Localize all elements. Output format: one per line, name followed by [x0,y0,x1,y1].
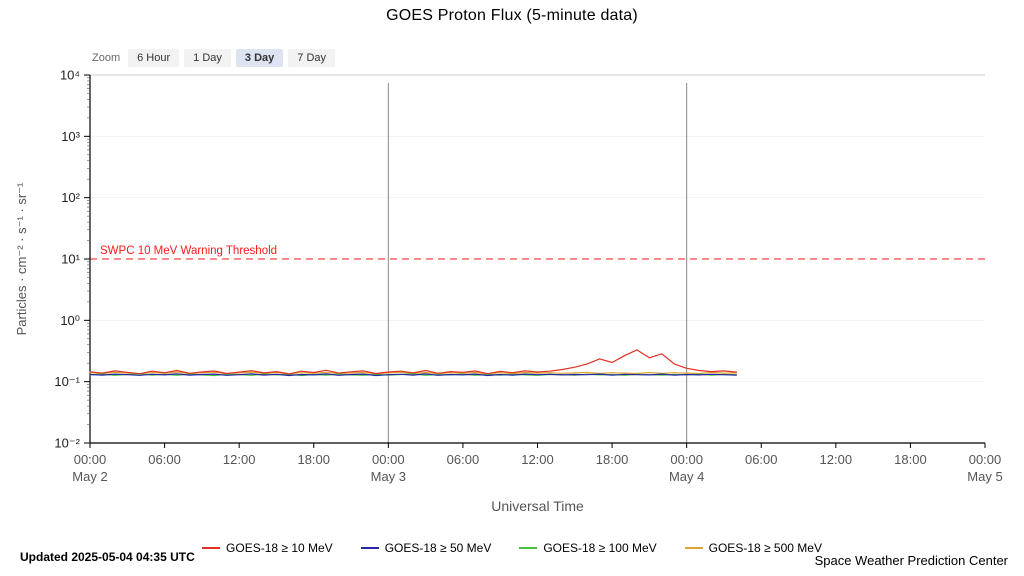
svg-text:10⁴: 10⁴ [60,68,80,83]
svg-text:12:00: 12:00 [521,452,554,467]
svg-text:00:00: 00:00 [969,452,1002,467]
svg-text:10⁻¹: 10⁻¹ [54,374,80,389]
svg-text:10⁻²: 10⁻² [54,436,80,451]
svg-text:06:00: 06:00 [745,452,778,467]
legend-label-10mev: GOES-18 ≥ 10 MeV [226,541,333,555]
zoom-button-3day[interactable]: 3 Day [235,49,284,67]
legend-item-ge-100mev[interactable]: GOES-18 ≥ 100 MeV [519,541,657,555]
svg-text:10¹: 10¹ [61,252,80,267]
svg-text:May 5: May 5 [967,469,1002,484]
zoom-button-7day[interactable]: 7 Day [288,49,336,67]
svg-text:18:00: 18:00 [596,452,629,467]
svg-text:12:00: 12:00 [820,452,853,467]
svg-text:00:00: 00:00 [74,452,107,467]
chart-legend: GOES-18 ≥ 10 MeV GOES-18 ≥ 50 MeV GOES-1… [0,541,1024,555]
legend-swatch-10mev [202,547,221,549]
svg-text:May 3: May 3 [371,469,406,484]
svg-text:00:00: 00:00 [372,452,405,467]
svg-text:10²: 10² [61,190,80,205]
legend-label-500mev: GOES-18 ≥ 500 MeV [708,541,822,555]
svg-text:Particles · cm⁻² · s⁻¹ · sr⁻¹: Particles · cm⁻² · s⁻¹ · sr⁻¹ [14,182,29,335]
legend-item-ge-50mev[interactable]: GOES-18 ≥ 50 MeV [360,541,492,555]
svg-text:18:00: 18:00 [894,452,927,467]
svg-text:May 4: May 4 [669,469,704,484]
svg-text:May 2: May 2 [72,469,107,484]
zoom-controls: Zoom 6 Hour 1 Day 3 Day 7 Day [92,49,336,67]
legend-label-50mev: GOES-18 ≥ 50 MeV [384,541,492,555]
legend-swatch-100mev [519,547,538,549]
svg-text:18:00: 18:00 [297,452,330,467]
svg-text:10³: 10³ [61,129,80,144]
legend-item-ge-500mev[interactable]: GOES-18 ≥ 500 MeV [684,541,822,555]
svg-text:06:00: 06:00 [148,452,181,467]
legend-label-100mev: GOES-18 ≥ 100 MeV [543,541,657,555]
svg-text:Universal Time: Universal Time [491,498,584,514]
proton-flux-chart[interactable]: SWPC 10 MeV Warning Threshold 10⁴ 10³ 10² 10… [0,0,1024,530]
legend-swatch-500mev [684,547,703,549]
credit-label: Space Weather Prediction Center [814,553,1008,568]
svg-text:06:00: 06:00 [447,452,480,467]
legend-item-ge-10mev[interactable]: GOES-18 ≥ 10 MeV [202,541,333,555]
updated-timestamp: Updated 2025-05-04 04:35 UTC [20,550,195,564]
svg-text:00:00: 00:00 [670,452,703,467]
svg-text:12:00: 12:00 [223,452,256,467]
zoom-button-6hour[interactable]: 6 Hour [128,49,180,67]
zoom-label: Zoom [92,52,121,64]
zoom-button-1day[interactable]: 1 Day [184,49,231,67]
svg-text:SWPC 10 MeV Warning Threshold: SWPC 10 MeV Warning Threshold [100,245,277,257]
svg-text:10⁰: 10⁰ [60,313,80,328]
legend-swatch-50mev [360,547,379,549]
chart-title: GOES Proton Flux (5-minute data) [386,7,638,24]
